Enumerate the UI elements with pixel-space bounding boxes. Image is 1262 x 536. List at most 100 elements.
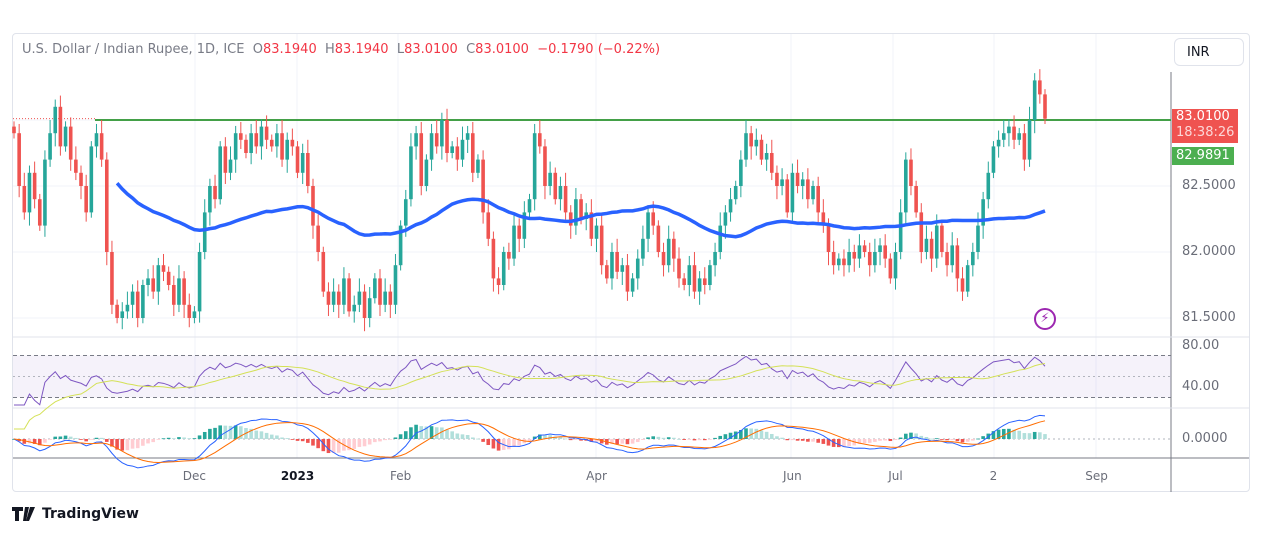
candle-body: [68, 126, 73, 160]
candle-body: [130, 291, 135, 305]
candle-body: [84, 186, 88, 213]
macd-histogram-bar: [739, 429, 743, 439]
candle-body: [362, 291, 367, 318]
macd-histogram-bar: [79, 439, 83, 440]
candle-body: [244, 139, 248, 153]
macd-histogram-bar: [610, 439, 614, 445]
ma-price-tag: 82.9891: [1172, 147, 1234, 165]
x-tick-label: Apr: [586, 469, 607, 483]
open-value: 83.1940: [262, 42, 317, 57]
candle-body: [177, 278, 181, 305]
candle-body: [739, 159, 743, 186]
macd-histogram-bar: [867, 439, 872, 443]
macd-histogram-bar: [831, 439, 836, 447]
low-label: L: [396, 42, 405, 57]
candle-body: [837, 258, 841, 266]
macd-histogram-bar: [135, 439, 140, 449]
candle-body: [945, 252, 949, 266]
candle-body: [1017, 133, 1022, 140]
macd-histogram-bar: [888, 439, 893, 442]
macd-histogram-bar: [419, 426, 424, 439]
candle-body: [800, 179, 805, 186]
candle-body: [656, 225, 661, 252]
candle-body: [981, 199, 985, 226]
macd-histogram-bar: [156, 439, 161, 440]
macd-histogram-bar: [496, 439, 501, 451]
candle-body: [202, 212, 207, 252]
candle-body: [568, 212, 573, 226]
candle-body: [702, 278, 707, 285]
candle-body: [764, 153, 769, 160]
candle-body: [842, 258, 846, 266]
candle-body: [89, 146, 94, 213]
candle-body: [517, 225, 521, 239]
y-tick-label: 82.0000: [1182, 244, 1236, 259]
candle-body: [501, 252, 506, 285]
macd-histogram-bar: [641, 439, 645, 440]
candle-body: [862, 245, 867, 252]
candle-body: [264, 126, 269, 140]
rsi-ma-line: [14, 363, 1046, 430]
candle-body: [857, 245, 862, 259]
macd-histogram-bar: [285, 438, 290, 439]
candle-body: [94, 133, 99, 147]
candle-body: [79, 172, 83, 186]
x-tick-label: 2: [989, 469, 998, 483]
candle-body: [543, 146, 547, 186]
macd-histogram-bar: [904, 433, 908, 439]
macd-histogram-bar: [213, 427, 217, 439]
macd-histogram-bar: [873, 439, 877, 442]
candle-body: [295, 146, 300, 173]
macd-histogram-bar: [161, 438, 166, 440]
candle-body: [378, 278, 382, 305]
macd-histogram-bar: [563, 438, 568, 440]
macd-histogram-bar: [440, 427, 444, 439]
candle-body: [151, 278, 155, 292]
y-tick-label: 82.5000: [1182, 178, 1236, 193]
candle-body: [615, 252, 619, 272]
macd-histogram-bar: [517, 439, 521, 446]
candle-body: [888, 258, 893, 279]
macd-histogram-bar: [883, 439, 887, 441]
macd-histogram-bar: [409, 427, 413, 439]
rsi-tick-label: 80.00: [1182, 338, 1220, 353]
candle-body: [434, 133, 439, 147]
candle-body: [821, 212, 826, 226]
macd-histogram-bar: [656, 436, 661, 439]
macd-histogram-bar: [32, 439, 37, 444]
candle-body: [357, 291, 362, 305]
candle-body: [1027, 120, 1032, 160]
macd-histogram-bar: [620, 439, 625, 444]
macd-histogram-bar: [48, 439, 52, 440]
candle-body: [538, 133, 542, 147]
macd-histogram-bar: [295, 439, 300, 441]
symbol-title: U.S. Dollar / Indian Rupee, 1D, ICE: [22, 42, 245, 57]
candle-body: [878, 245, 882, 252]
candle-body: [955, 245, 960, 279]
macd-histogram-bar: [177, 437, 181, 439]
macd-histogram-bar: [785, 439, 790, 441]
macd-histogram-bar: [527, 439, 532, 441]
candle-body: [826, 225, 831, 252]
candle-body: [249, 133, 253, 153]
macd-histogram-bar: [233, 425, 238, 439]
currency-button[interactable]: INR: [1174, 38, 1244, 66]
candle-body: [795, 172, 800, 186]
macd-histogram-bar: [821, 439, 826, 444]
macd-histogram-bar: [120, 439, 125, 451]
macd-histogram-bar: [326, 439, 331, 454]
candle-body: [228, 159, 233, 173]
macd-histogram-bar: [625, 439, 630, 445]
chart-frame: [12, 33, 1250, 492]
macd-histogram-bar: [1012, 429, 1016, 439]
candle-body: [687, 265, 692, 285]
candle-body: [610, 252, 614, 279]
macd-histogram-bar: [744, 428, 748, 439]
candle-body: [419, 133, 424, 186]
macd-histogram-bar: [1032, 431, 1037, 439]
macd-histogram-bar: [713, 437, 717, 439]
macd-histogram-bar: [934, 438, 939, 440]
tradingview-logo[interactable]: TradingView: [12, 506, 139, 522]
lightning-icon[interactable]: ⚡: [1034, 308, 1056, 330]
